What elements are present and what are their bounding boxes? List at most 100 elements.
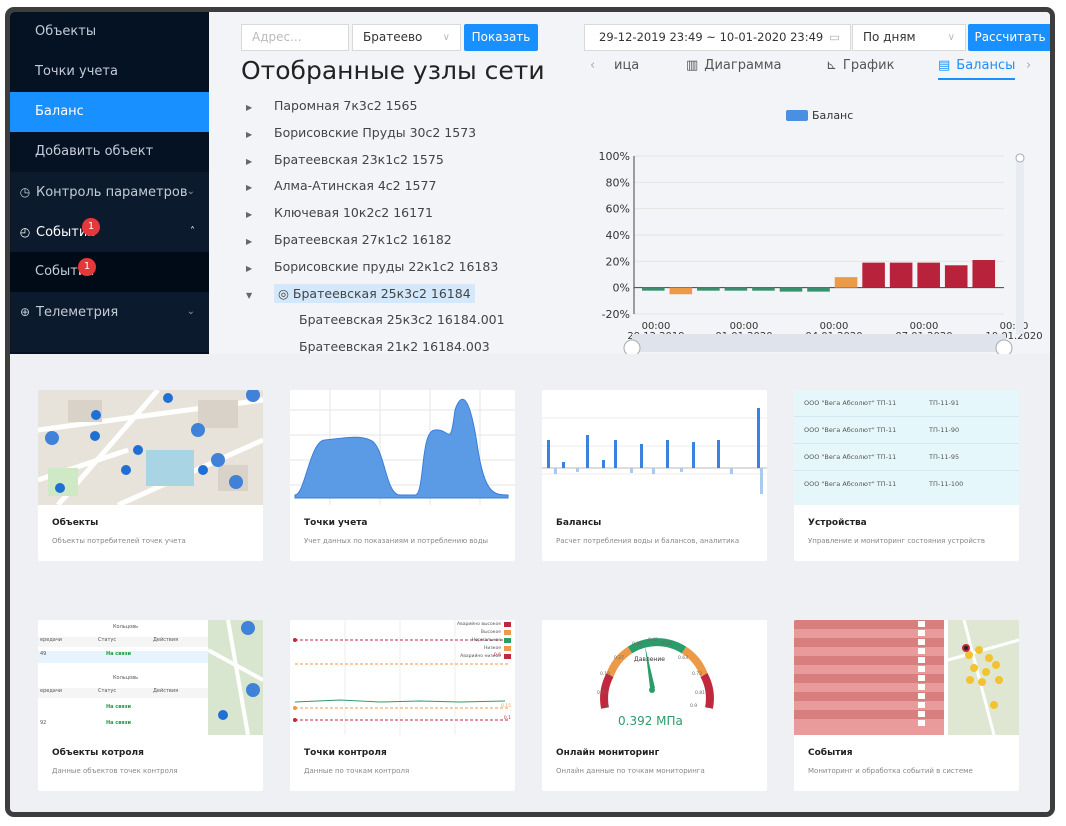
district-select[interactable]: Братеево ∨: [352, 24, 461, 51]
x-tick-time: 00:00: [820, 321, 849, 332]
caret-right-icon[interactable]: ▶: [246, 183, 253, 193]
zoom-handle-right-icon[interactable]: [995, 339, 1013, 354]
card-desc: Данные объектов точек контроля: [52, 767, 178, 775]
thumb-status: На связи: [106, 720, 132, 726]
card-title: Объекты котроля: [52, 748, 144, 758]
zoom-handle-left-icon[interactable]: [623, 339, 641, 354]
card-online-monitoring[interactable]: Давление 0.392 МПа 0.08 0.18 0.27 0.36 0…: [542, 620, 767, 791]
sidebar-item-label: Баланс: [35, 104, 84, 119]
clock-icon: ◴: [19, 225, 31, 239]
tab-next-icon[interactable]: ›: [1026, 58, 1032, 73]
tree-node[interactable]: ▶ Борисовские пруды 22к1с2 16183: [241, 254, 571, 281]
card-devices[interactable]: ООО "Вега Абсолют" ТП-11 ТП-11-91 ООО "Ве…: [794, 390, 1019, 561]
bar-05.01.2020[interactable]: [834, 277, 858, 288]
control-objects-thumbnail: Кольцовь ередачи Статус Действия 49 На связ…: [38, 620, 263, 735]
map-thumbnail: [38, 390, 263, 505]
bar-09.01.2020[interactable]: [944, 265, 968, 288]
bar-03.01.2020[interactable]: [779, 287, 803, 292]
x-tick-date: 10.01.2020: [985, 331, 1042, 342]
chevron-down-icon: ∨: [947, 32, 955, 43]
bar-29.12.2019[interactable]: [642, 287, 665, 291]
tree-node[interactable]: ▶ Паромная 7к3с2 1565: [241, 93, 571, 120]
tree-leaf[interactable]: Братеевская 25к3с2 16184.001: [241, 307, 571, 334]
modules-grid: Объекты Объекты потребителей точек учета…: [10, 354, 1050, 812]
tab-diagram[interactable]: ▥ Диаграмма: [686, 58, 782, 73]
sidebar-item-label: События: [36, 225, 96, 240]
sidebar-item-objects[interactable]: Объекты: [10, 12, 209, 52]
bar-06.01.2020[interactable]: [862, 262, 885, 288]
legend-label[interactable]: Баланс: [812, 109, 853, 122]
line-chart-icon: ⊾: [826, 58, 837, 73]
sidebar-item-events[interactable]: ◴ События 1 ˄: [10, 212, 209, 252]
tab-graph[interactable]: ⊾ График: [826, 58, 894, 73]
tree-node[interactable]: ▶ Братеевская 27к1с2 16182: [241, 227, 571, 254]
dashboard-icon: ◷: [19, 185, 31, 199]
sidebar-item-telemetry[interactable]: ⊕ Телеметрия ⌄: [10, 292, 209, 332]
tab-balances[interactable]: ▤ Балансы: [938, 58, 1016, 80]
thumb-col: Действия: [153, 688, 179, 694]
caret-right-icon[interactable]: ▶: [246, 210, 253, 220]
x-tick-time: 00:00: [910, 321, 939, 332]
card-control-objects[interactable]: Кольцовь ередачи Статус Действия 49 На связ…: [38, 620, 263, 791]
caret-down-icon[interactable]: ▼: [246, 290, 253, 300]
page-title: Отобранные узлы сети: [241, 56, 545, 85]
globe-icon: ⊕: [19, 305, 31, 319]
chevron-down-icon: ⌄: [186, 186, 195, 197]
card-title: Точки контроля: [304, 748, 387, 758]
tab-label: Балансы: [956, 58, 1016, 73]
sidebar-item-meters[interactable]: Точки учета: [10, 52, 209, 92]
thumb-header: Кольцовь: [113, 624, 139, 630]
calculate-button[interactable]: Рассчитать: [968, 24, 1050, 51]
tree-node-label: Паромная 7к3с2 1565: [274, 98, 418, 113]
sidebar-item-params[interactable]: ◷ Контроль параметров ⌄: [10, 172, 209, 212]
tree-node[interactable]: ▶ Братеевская 23к1с2 1575: [241, 147, 571, 174]
sidebar-item-events-sub[interactable]: События 1: [10, 252, 209, 292]
bar-07.01.2020[interactable]: [889, 262, 913, 288]
tab-table[interactable]: ица: [614, 58, 640, 73]
card-desc: Учет данных по показаниям и потреблению …: [304, 537, 489, 545]
horizontal-zoom-track[interactable]: [632, 334, 1006, 352]
tree-node[interactable]: ▶ Борисовские Пруды 30с2 1573: [241, 120, 571, 147]
card-desc: Данные по точкам контроля: [304, 767, 410, 775]
card-control-points[interactable]: Аварийно высокое Высокое Нормальное Низкое А…: [290, 620, 515, 791]
zoom-handle-icon[interactable]: [1015, 153, 1025, 163]
show-button[interactable]: Показать: [464, 24, 538, 51]
caret-right-icon[interactable]: ▶: [246, 129, 253, 139]
bar-08.01.2020[interactable]: [917, 262, 940, 288]
card-desc: Онлайн данные по точкам мониторинга: [556, 767, 705, 775]
thumb-col: Статус: [98, 688, 117, 694]
bar-04.01.2020[interactable]: [807, 287, 830, 292]
sidebar-item-add-object[interactable]: Добавить объект: [10, 132, 209, 172]
card-title: Балансы: [556, 518, 602, 528]
caret-right-icon[interactable]: ▶: [246, 263, 253, 273]
chevron-down-icon: ∨: [442, 32, 450, 43]
tree-node-selected[interactable]: ▼ ◎ Братеевская 25к3с2 16184: [241, 281, 571, 308]
date-range-picker[interactable]: 29-12-2019 23:49 ~ 10-01-2020 23:49 ▭: [584, 24, 851, 51]
tree-node[interactable]: ▶ Алма-Атинская 4с2 1577: [241, 173, 571, 200]
card-events[interactable]: События Мониторинг и обработка событий в…: [794, 620, 1019, 791]
sidebar-item-label: Телеметрия: [36, 305, 119, 320]
tree-leaf[interactable]: Братеевская 21к2 16184.003: [241, 334, 571, 361]
sidebar: Объекты Точки учета Баланс Добавить объе…: [10, 12, 209, 354]
events-thumbnail: [794, 620, 1019, 735]
sidebar-item-balance[interactable]: Баланс: [10, 92, 209, 132]
bar-31.12.2019[interactable]: [697, 287, 720, 291]
card-objects[interactable]: Объекты Объекты потребителей точек учета: [38, 390, 263, 561]
bar-02.01.2020[interactable]: [752, 287, 775, 291]
address-input[interactable]: Адрес...: [241, 24, 349, 51]
vertical-zoom-track[interactable]: [1016, 154, 1024, 334]
card-balances[interactable]: Балансы Расчет потребления воды и баланс…: [542, 390, 767, 561]
caret-right-icon[interactable]: ▶: [246, 156, 253, 166]
bar-30.12.2019[interactable]: [669, 287, 693, 295]
date-range-text: 29-12-2019 23:49 ~ 10-01-2020 23:49: [599, 30, 824, 44]
tree-node[interactable]: ▶ Ключевая 10к2с2 16171: [241, 200, 571, 227]
bar-01.01.2020[interactable]: [724, 287, 748, 291]
caret-right-icon[interactable]: ▶: [246, 103, 253, 112]
legend-swatch[interactable]: [786, 110, 808, 121]
period-select[interactable]: По дням ∨: [852, 24, 966, 51]
tab-prev-icon[interactable]: ‹: [590, 58, 596, 73]
caret-right-icon[interactable]: ▶: [246, 236, 253, 246]
y-tick-label: 40%: [606, 229, 630, 242]
bar-10.01.2020[interactable]: [972, 260, 996, 288]
card-meters[interactable]: Точки учета Учет данных по показаниям и …: [290, 390, 515, 561]
